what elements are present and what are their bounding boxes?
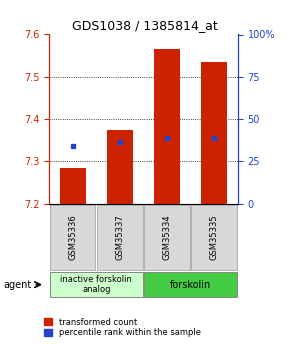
Bar — [154, 49, 180, 204]
Bar — [50, 205, 95, 270]
Bar — [144, 272, 237, 297]
Bar — [97, 205, 143, 270]
Text: GDS1038 / 1385814_at: GDS1038 / 1385814_at — [72, 19, 218, 32]
Text: inactive forskolin
analog: inactive forskolin analog — [61, 275, 132, 294]
Text: GSM35337: GSM35337 — [115, 214, 124, 260]
Text: agent: agent — [3, 280, 31, 289]
Bar — [191, 205, 237, 270]
Bar — [144, 205, 190, 270]
Bar — [60, 168, 86, 204]
Bar — [50, 272, 143, 297]
Bar — [107, 130, 133, 204]
Bar — [201, 62, 227, 204]
Legend: transformed count, percentile rank within the sample: transformed count, percentile rank withi… — [42, 316, 202, 339]
Text: forskolin: forskolin — [170, 280, 211, 289]
Text: GSM35334: GSM35334 — [163, 214, 172, 260]
Text: GSM35335: GSM35335 — [210, 214, 219, 260]
Text: GSM35336: GSM35336 — [68, 214, 77, 260]
